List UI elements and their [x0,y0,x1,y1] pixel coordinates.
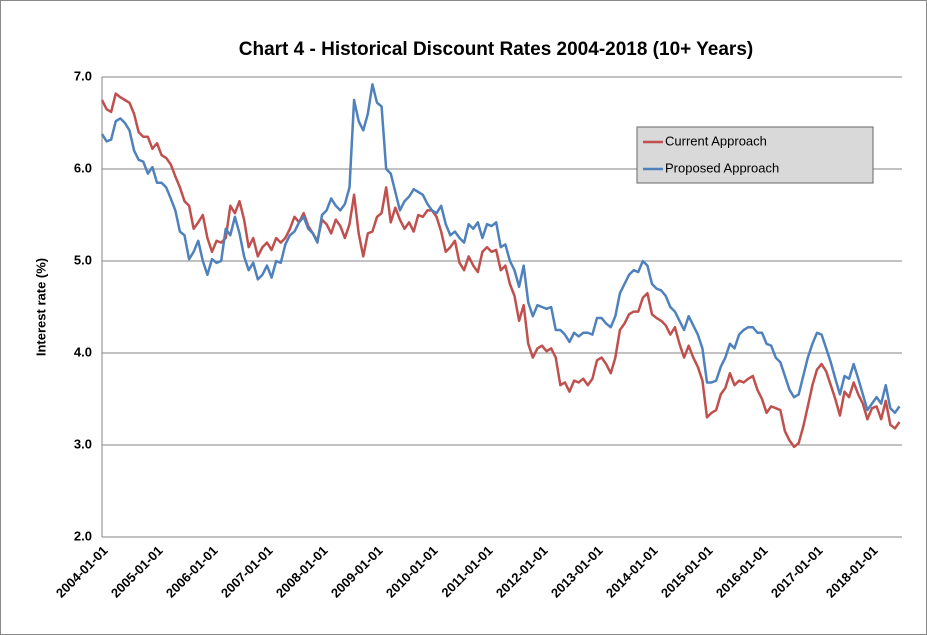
legend-label: Proposed Approach [665,160,779,175]
y-tick-label: 7.0 [74,68,92,83]
y-axis-label: Interest rate (%) [33,258,48,356]
line-series [100,92,901,449]
legend-box [636,126,874,184]
chart-title: Chart 4 - Historical Discount Rates 2004… [239,39,753,60]
y-tick-label: 2.0 [74,528,92,543]
y-tick-label: 6.0 [74,160,92,175]
y-tick-label: 4.0 [74,344,92,359]
y-tick-label: 5.0 [74,252,92,267]
legend-label: Current Approach [665,133,767,148]
y-tick-label: 3.0 [74,436,92,451]
line-series [100,83,901,415]
